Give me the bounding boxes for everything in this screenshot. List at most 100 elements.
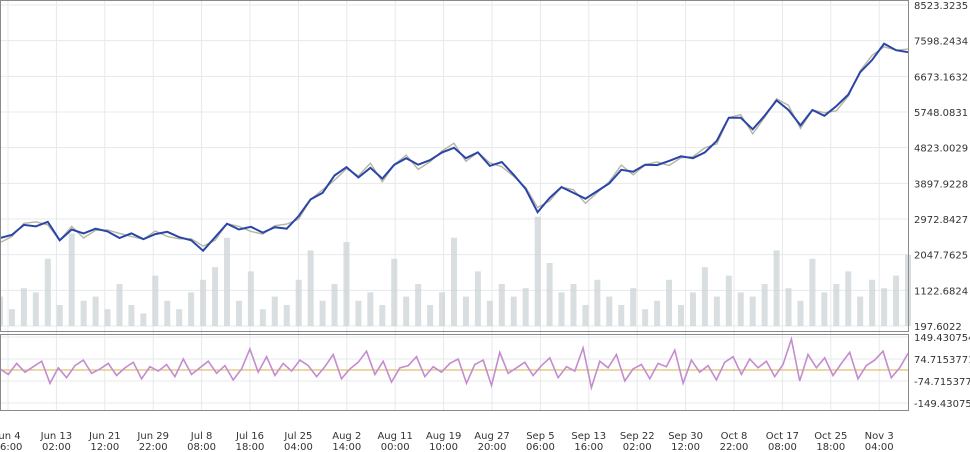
volume-bar: [594, 279, 601, 326]
volume-bar: [212, 267, 219, 326]
y-tick-label: 4823.0029: [914, 144, 968, 155]
volume-bar: [474, 271, 481, 326]
osc-y-tick-label: -74.7153771: [914, 377, 970, 388]
x-tick-label-time: 04:00: [865, 442, 894, 452]
volume-bar: [176, 309, 183, 326]
volume-bar: [307, 250, 314, 326]
volume-bar: [343, 242, 350, 326]
volume-bar: [666, 279, 673, 326]
grid-lines: [0, 0, 908, 410]
x-tick-label-date: Aug 19: [426, 431, 461, 442]
volume-bar: [355, 300, 362, 326]
volume-bar: [689, 292, 696, 326]
x-tick-label-time: 02:00: [42, 442, 71, 452]
volume-bar: [0, 296, 3, 326]
x-tick-label-date: Jul 8: [190, 431, 213, 442]
volume-bar: [821, 292, 828, 326]
x-tick-label-date: Aug 27: [474, 431, 509, 442]
x-tick-label-date: Aug 2: [332, 431, 361, 442]
price-smoothed-line: [0, 42, 909, 253]
x-tick-label-time: 02:00: [623, 442, 652, 452]
y-tick-label: 2047.7625: [914, 251, 968, 262]
osc-panel-border: [0, 334, 909, 411]
x-tick-label-date: Oct 25: [814, 431, 847, 442]
x-tick-label-time: 18:00: [816, 442, 845, 452]
volume-bar: [224, 237, 230, 326]
x-tick-label-time: 18:00: [236, 442, 265, 452]
volume-bar: [331, 284, 338, 326]
x-tick-label-time: 20:00: [478, 442, 507, 452]
volume-bar: [761, 284, 768, 326]
x-tick-label-time: 04:00: [284, 442, 313, 452]
volume-bar: [654, 300, 661, 326]
volume-bar: [44, 258, 51, 326]
volume-bar: [128, 305, 135, 326]
volume-bar: [8, 309, 15, 326]
x-tick-label-date: Jun 21: [88, 431, 121, 442]
main-panel-border: [0, 0, 909, 332]
x-tick-label-time: 14:00: [332, 442, 361, 452]
osc-y-tick-label: 74.71537710: [914, 355, 970, 366]
volume-bar: [164, 300, 171, 326]
volume-bar: [391, 258, 398, 326]
volume-bar: [833, 284, 840, 326]
x-tick-label-time: 06:00: [526, 442, 555, 452]
volume-bar: [893, 275, 900, 326]
volume-bar: [104, 309, 111, 326]
x-tick-label-time: 10:00: [429, 442, 458, 452]
oscillator-lines: [0, 335, 909, 391]
volume-bar: [283, 305, 290, 326]
panel-borders: [0, 0, 909, 411]
x-tick-label-date: Sep 30: [668, 431, 703, 442]
x-tick-label-date: Sep 22: [620, 431, 655, 442]
x-tick-label-date: Jun 13: [40, 431, 73, 442]
volume-bar: [869, 279, 876, 326]
y-tick-label: 1122.6824: [914, 286, 968, 297]
x-tick-label-time: 12:00: [90, 442, 119, 452]
x-tick-label-date: Nov 3: [865, 431, 894, 442]
volume-bar: [522, 288, 529, 326]
volume-bar: [546, 263, 553, 326]
price-lines: [0, 42, 909, 253]
y-tick-label: 3897.9228: [914, 179, 968, 190]
volume-bar: [510, 296, 517, 326]
x-tick-label-time: 22:00: [720, 442, 749, 452]
volume-bar: [737, 292, 744, 326]
volume-bar: [570, 284, 577, 326]
volume-bar: [678, 305, 684, 326]
volume-bar: [188, 292, 195, 326]
volume-area: [0, 216, 911, 326]
volume-bar: [845, 271, 852, 326]
volume-bar: [379, 305, 386, 326]
x-tick-label-time: 08:00: [187, 442, 216, 452]
volume-bar: [749, 296, 756, 326]
volume-bar: [606, 296, 613, 326]
x-tick-label-date: Sep 5: [526, 431, 554, 442]
volume-bar: [486, 300, 493, 326]
volume-bar: [498, 284, 505, 326]
x-tick-label-time: 16:00: [574, 442, 603, 452]
volume-bar: [439, 292, 446, 326]
x-tick-label-date: Oct 8: [721, 431, 748, 442]
y-tick-label: 5748.0831: [914, 108, 968, 119]
x-tick-label-date: Jul 16: [235, 431, 264, 442]
volume-bar: [785, 288, 792, 326]
volume-bar: [152, 275, 159, 326]
y-axis-labels: 8523.3235 7598.2434 6673.1632 5748.0831 4823…: [914, 1, 970, 410]
y-tick-label: 7598.2434: [914, 37, 968, 48]
volume-bar: [80, 300, 87, 326]
volume-bar: [558, 292, 565, 326]
volume-bar: [140, 313, 147, 326]
x-tick-label-date: Jun 29: [136, 431, 169, 442]
volume-bar: [295, 279, 302, 326]
x-tick-label-date: Jun 4: [0, 431, 21, 442]
x-tick-label-time: 22:00: [139, 442, 168, 452]
volume-bar: [271, 296, 278, 326]
volume-bar: [701, 267, 708, 326]
volume-bar: [56, 305, 63, 326]
y-tick-label: 8523.3235: [914, 1, 968, 12]
x-tick-label-time: 08:00: [768, 442, 797, 452]
volume-bar: [713, 296, 720, 326]
